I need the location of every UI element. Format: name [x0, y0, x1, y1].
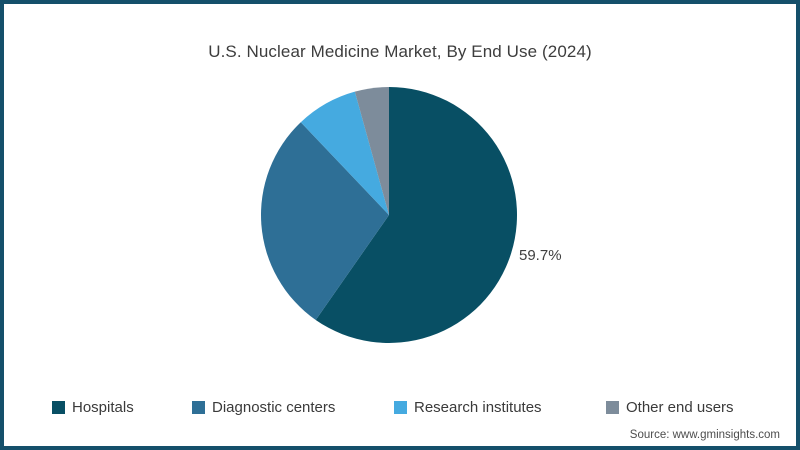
legend-swatch-hospitals — [52, 400, 65, 414]
legend-label-other-end-users: Other end users — [626, 398, 734, 416]
pie-slice-other-end-users — [354, 87, 389, 215]
legend-swatch-research-institutes — [394, 400, 407, 414]
legend-swatch-other-end-users — [606, 400, 619, 414]
pie-slice-diagnostic-centers — [260, 122, 389, 320]
chart-title: U.S. Nuclear Medicine Market, By End Use… — [208, 42, 592, 61]
legend-item-diagnostic-centers: Diagnostic centers — [192, 398, 335, 416]
legend-swatch-diagnostic-centers — [192, 400, 205, 414]
legend-item-hospitals: Hospitals — [52, 398, 134, 416]
legend-item-other-end-users: Other end users — [606, 398, 734, 416]
source-attribution: Source: www.gminsights.com — [629, 429, 780, 441]
legend-label-research-institutes: Research institutes — [414, 398, 542, 416]
legend-item-research-institutes: Research institutes — [394, 398, 542, 416]
legend-label-hospitals: Hospitals — [72, 398, 134, 416]
legend-label-diagnostic-centers: Diagnostic centers — [212, 398, 336, 416]
pie-chart — [260, 87, 518, 343]
pie-slice-label-hospitals: 59.7% — [519, 247, 562, 264]
pie-slice-research-institutes — [300, 91, 389, 215]
pie-slice-hospitals — [315, 87, 518, 343]
